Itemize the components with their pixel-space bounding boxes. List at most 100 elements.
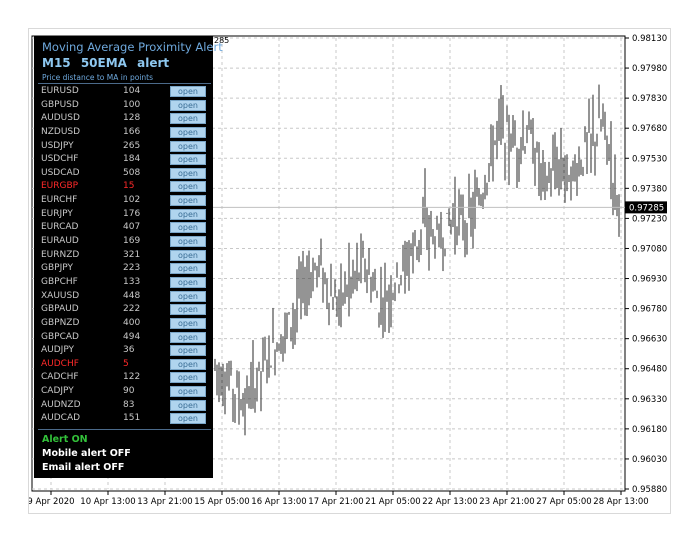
distance-value: 36 [123, 345, 135, 356]
distance-value: 5 [123, 358, 129, 369]
distance-value: 407 [123, 222, 141, 233]
distance-value: 104 [123, 86, 141, 96]
open-chart-button[interactable]: open [170, 413, 206, 425]
x-tick-label: 15 Apr 05:00 [194, 497, 249, 507]
divider [38, 83, 211, 84]
x-tick-label: 9 Apr 2020 [29, 497, 75, 507]
list-item: GBPCHF 133 open [34, 276, 213, 290]
x-tick-label: 28 Apr 13:00 [593, 497, 648, 507]
list-item: NZDUSD 166 open [34, 126, 213, 140]
symbol-name: GBPUSD [41, 99, 79, 110]
symbol-name: USDCHF [41, 154, 79, 165]
symbol-name: XAUUSD [41, 290, 80, 301]
open-chart-button[interactable]: open [170, 236, 206, 248]
list-item: EURGBP 15 open [34, 180, 213, 194]
symbol-name: AUDUSD [41, 113, 80, 124]
y-tick-label: 0.96480 [632, 365, 667, 375]
symbol-name: GBPAUD [41, 304, 79, 315]
y-tick-label: 0.97380 [632, 184, 667, 194]
symbol-name: USDJPY [41, 140, 74, 151]
open-chart-button[interactable]: open [170, 140, 206, 152]
distance-value: 184 [123, 154, 141, 165]
list-item: AUDCHF 5 open [34, 358, 213, 372]
distance-value: 494 [123, 331, 141, 342]
list-item: AUDNZD 83 open [34, 399, 213, 413]
mobile-alert-status[interactable]: Mobile alert OFF [42, 448, 131, 459]
symbol-name: EURGBP [41, 181, 79, 192]
distance-value: 223 [123, 263, 141, 274]
price-chart[interactable]: 0.98130 0.97980 0.97830 0.97680 0.97530 0.973… [29, 29, 670, 513]
open-chart-button[interactable]: open [170, 263, 206, 275]
list-item: AUDUSD 128 open [34, 112, 213, 126]
x-tick-label: 21 Apr 05:00 [365, 497, 420, 507]
distance-value: 15 [123, 181, 135, 192]
distance-value: 448 [123, 290, 141, 301]
open-chart-button[interactable]: open [170, 358, 206, 370]
symbol-name: EURUSD [41, 86, 79, 96]
list-item: EURAUD 169 open [34, 235, 213, 249]
symbol-name: EURAUD [41, 236, 79, 247]
open-chart-button[interactable]: open [170, 290, 206, 302]
list-item: GBPJPY 223 open [34, 262, 213, 276]
timeframe-label: M15 [42, 56, 71, 70]
open-chart-button[interactable]: open [170, 113, 206, 125]
email-alert-status[interactable]: Email alert OFF [42, 462, 125, 473]
distance-value: 169 [123, 236, 141, 247]
y-tick-label: 0.97980 [632, 64, 667, 74]
current-price-tag [625, 201, 667, 214]
panel-subtitle: M15 50EMA alert [42, 56, 169, 70]
open-chart-button[interactable]: open [170, 317, 206, 329]
symbol-name: AUDCHF [41, 358, 79, 369]
distance-value: 122 [123, 372, 141, 383]
symbol-name: EURNZD [41, 249, 80, 260]
open-chart-button[interactable]: open [170, 181, 206, 193]
distance-value: 321 [123, 249, 141, 260]
symbol-name: GBPCAD [41, 331, 79, 342]
open-chart-button[interactable]: open [170, 304, 206, 316]
symbol-name: AUDNZD [41, 399, 81, 410]
distance-value: 90 [123, 386, 135, 397]
open-chart-button[interactable]: open [170, 345, 206, 357]
price-bars [214, 84, 620, 436]
y-tick-label: 0.97680 [632, 124, 667, 134]
x-tick-label: 13 Apr 21:00 [137, 497, 192, 507]
symbol-name: CADJPY [41, 386, 74, 397]
open-chart-button[interactable]: open [170, 249, 206, 261]
list-item: AUDCAD 151 open [34, 412, 213, 426]
open-chart-button[interactable]: open [170, 154, 206, 166]
open-chart-button[interactable]: open [170, 276, 206, 288]
distance-value: 133 [123, 276, 141, 287]
y-tick-label: 0.97080 [632, 244, 667, 254]
y-tick-label: 0.96180 [632, 425, 667, 435]
open-chart-button[interactable]: open [170, 372, 206, 384]
y-tick-label: 0.97830 [632, 94, 667, 104]
open-chart-button[interactable]: open [170, 99, 206, 111]
list-item: EURCHF 102 open [34, 194, 213, 208]
open-chart-button[interactable]: open [170, 167, 206, 179]
alert-status[interactable]: Alert ON [42, 434, 88, 445]
alert-panel: Moving Average Proximity Alert M15 50EMA… [34, 36, 223, 478]
ma-label: 50EMA alert [80, 56, 170, 70]
open-chart-button[interactable]: open [170, 331, 206, 343]
y-tick-label: 0.98130 [632, 34, 667, 44]
list-item: CADJPY 90 open [34, 385, 213, 399]
open-chart-button[interactable]: open [170, 222, 206, 234]
list-item: GBPCAD 494 open [34, 331, 213, 345]
list-item: USDCAD 508 open [34, 167, 213, 181]
partial-price-label: 285 [214, 36, 230, 45]
y-tick-label: 0.97530 [632, 154, 667, 164]
open-chart-button[interactable]: open [170, 195, 206, 207]
open-chart-button[interactable]: open [170, 86, 206, 97]
list-item: CADCHF 122 open [34, 371, 213, 385]
symbol-name: AUDJPY [41, 345, 75, 356]
distance-value: 400 [123, 317, 141, 328]
list-item: EURJPY 176 open [34, 208, 213, 222]
open-chart-button[interactable]: open [170, 208, 206, 220]
symbol-name: NZDUSD [41, 126, 81, 137]
open-chart-button[interactable]: open [170, 126, 206, 138]
open-chart-button[interactable]: open [170, 399, 206, 411]
x-tick-label: 16 Apr 13:00 [251, 497, 306, 507]
list-item: XAUUSD 448 open [34, 290, 213, 304]
list-item: EURUSD 104 open [34, 85, 213, 99]
open-chart-button[interactable]: open [170, 386, 206, 398]
